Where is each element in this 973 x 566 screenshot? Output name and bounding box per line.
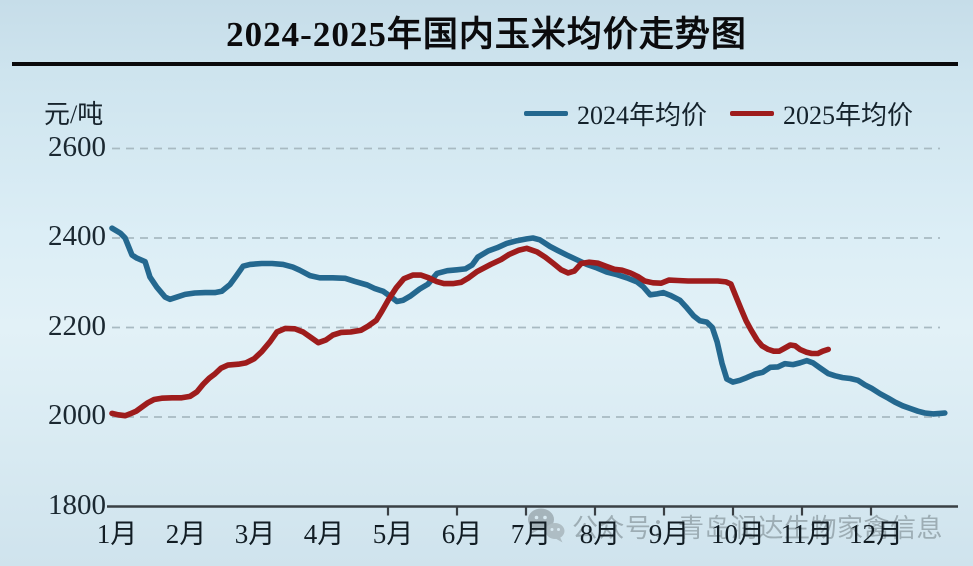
title-underline (12, 62, 958, 66)
y-tick-label-1800: 1800 (48, 488, 106, 521)
x-tick-label-5月: 5月 (372, 519, 414, 549)
y-tick-label-2000: 2000 (48, 399, 106, 431)
x-tick-label-7月: 7月 (510, 519, 552, 549)
y-tick-label-2400: 2400 (48, 220, 106, 252)
x-tick-label-3月: 3月 (234, 519, 276, 549)
x-tick-label-4月: 4月 (303, 519, 345, 549)
x-tick-label-8月: 8月 (579, 519, 621, 549)
legend-line-2025-icon (730, 110, 775, 116)
legend-label-2024: 2024年均价 (577, 100, 708, 130)
x-tick-label-6月: 6月 (441, 519, 483, 549)
legend-item-2024: 2024年均价 (524, 95, 707, 132)
page-title: 2024-2025年国内玉米均价走势图 (226, 15, 747, 54)
legend: 2024年均价 2025年均价 (524, 96, 913, 130)
y-axis-unit-label: 元/吨 (44, 100, 104, 129)
series-line-2024年均价 (109, 225, 948, 417)
x-tick-label-10月: 10月 (711, 519, 765, 549)
x-tick-label-1月: 1月 (96, 519, 138, 549)
y-tick-label-2200: 2200 (48, 309, 106, 342)
legend-line-2024-icon (524, 110, 568, 116)
x-tick-label-2月: 2月 (165, 519, 207, 549)
x-tick-label-11月: 11月 (780, 519, 834, 549)
series-line-2025年均价 (109, 245, 832, 419)
legend-label-2025: 2025年均价 (783, 100, 914, 130)
x-tick-label-9月: 9月 (648, 519, 690, 549)
x-tick-label-12月: 12月 (849, 519, 903, 549)
y-tick-label-2600: 2600 (48, 130, 106, 163)
legend-item-2025: 2025年均价 (730, 95, 913, 132)
